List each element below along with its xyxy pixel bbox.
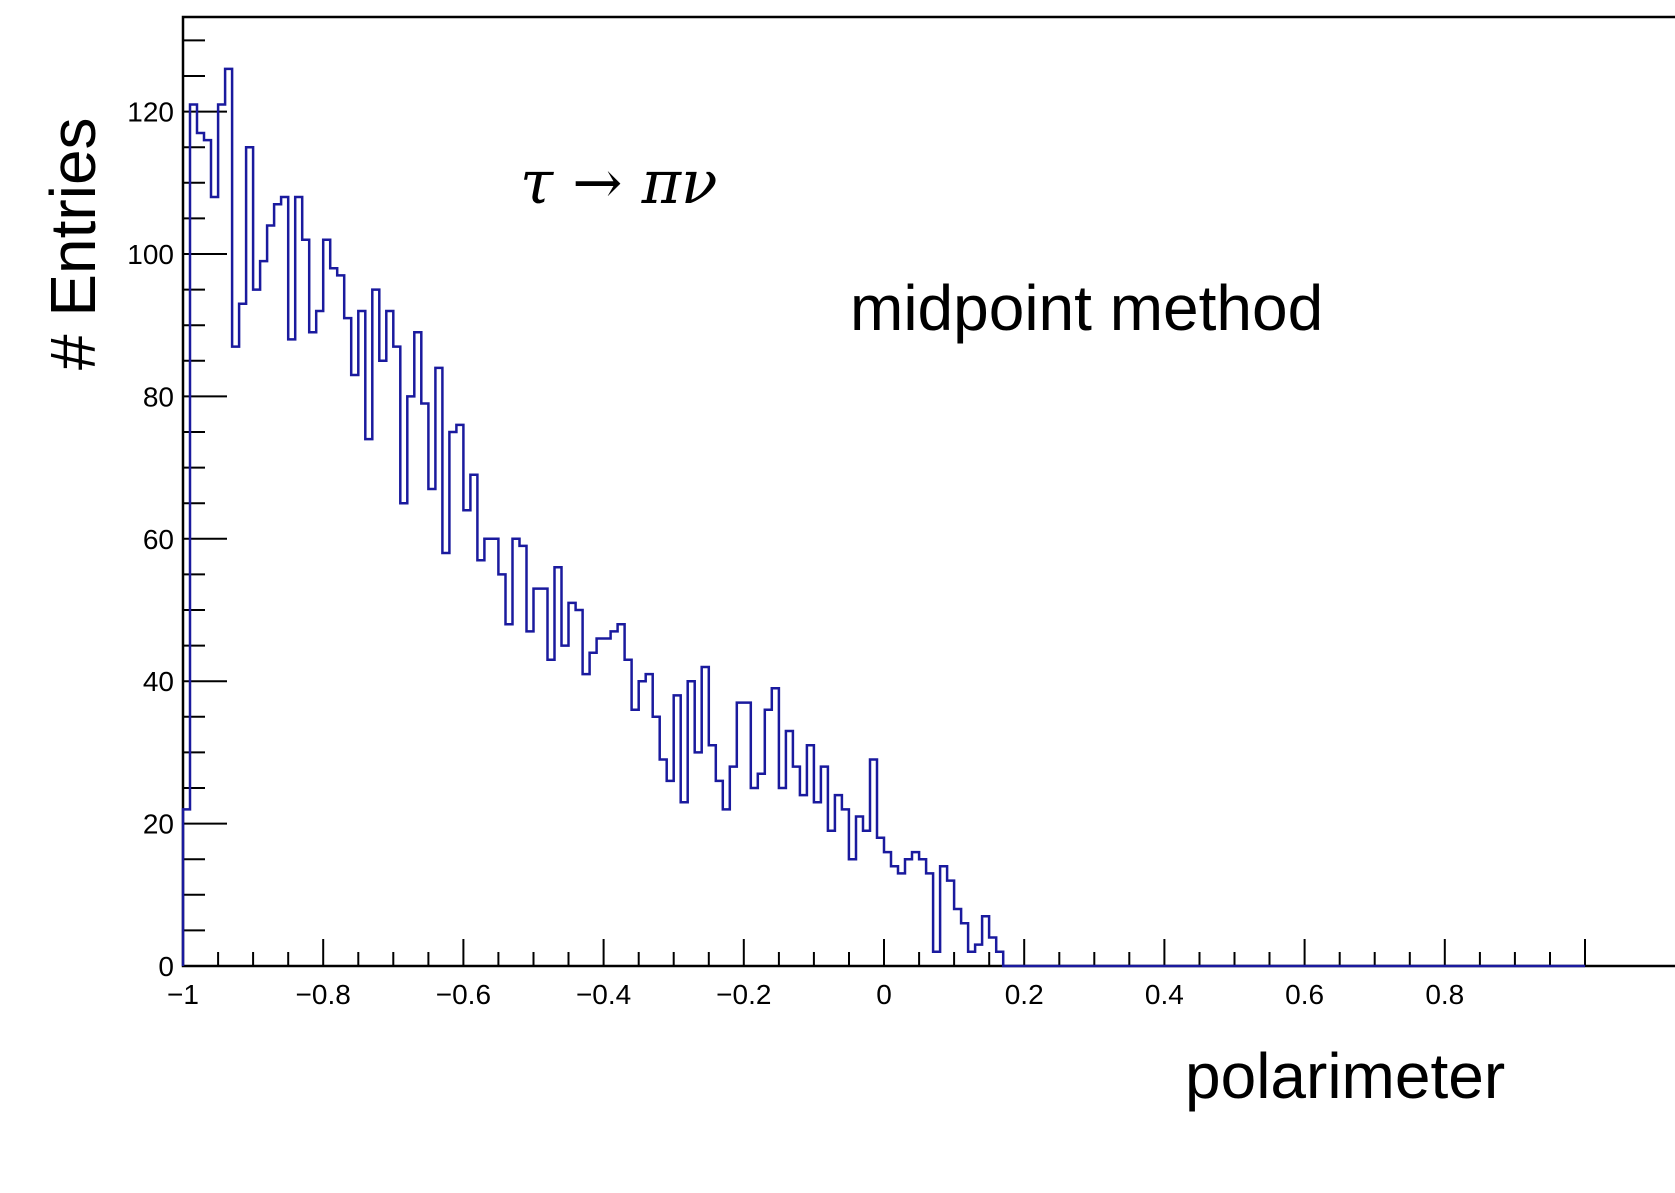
histogram-bin (905, 859, 912, 966)
histogram-bin (548, 660, 555, 966)
histogram-bin (323, 240, 330, 966)
y-tick-labels: 0 20 40 60 80 100 120 (127, 97, 174, 982)
histogram-bin (891, 866, 898, 966)
x-axis-ticks (182, 939, 1586, 966)
histogram-bin (211, 197, 218, 966)
histogram-step-line (181, 67, 1585, 968)
histogram-bin (793, 767, 800, 966)
plot-frame (181, 15, 1675, 968)
histogram-bin (260, 261, 267, 966)
histogram-bin (386, 311, 393, 966)
histogram-bin (344, 318, 351, 966)
annotation-method: midpoint method (850, 272, 1323, 344)
x-tick-label: 0.2 (1005, 979, 1044, 1010)
histogram-bin (232, 347, 239, 966)
x-tick-label: −0.6 (436, 979, 491, 1010)
y-tick-label: 20 (143, 809, 174, 840)
x-tick-label: 0.8 (1425, 979, 1464, 1010)
x-tick-label: −0.4 (576, 979, 631, 1010)
x-tick-label: −1 (167, 979, 199, 1010)
y-tick-label: 60 (143, 524, 174, 555)
y-axis-title: # Entries (37, 117, 109, 370)
histogram-bin (884, 852, 891, 966)
histogram-bin (912, 852, 919, 966)
histogram-bin (919, 859, 926, 966)
histogram-bin (316, 311, 323, 966)
x-tick-label: 0.4 (1145, 979, 1184, 1010)
x-tick-labels: −1 −0.8 −0.6 −0.4 −0.2 0 0.2 0.4 0.6 0.8 (167, 979, 1464, 1010)
histogram-bin (779, 788, 786, 966)
histogram-bin (288, 339, 295, 966)
histogram-bin (330, 268, 337, 966)
histogram-bin (604, 639, 611, 967)
y-tick-label: 100 (127, 239, 174, 270)
x-tick-label: 0 (876, 979, 892, 1010)
histogram-bin (365, 439, 372, 966)
histogram-bin (463, 510, 470, 966)
histogram-bin (400, 503, 407, 966)
histogram-bin (204, 140, 211, 966)
histogram-bin (632, 710, 639, 966)
histogram-bin (590, 653, 597, 966)
histogram-bin (898, 873, 905, 966)
histogram-bin (477, 560, 484, 966)
histogram-bin (723, 809, 730, 966)
histogram-bin (442, 553, 449, 966)
histogram-bin (933, 952, 940, 966)
histogram-bin (218, 105, 225, 967)
histogram-bin (484, 539, 491, 966)
histogram-bin (863, 831, 870, 966)
histogram-bin (527, 631, 534, 966)
histogram-bin (695, 752, 702, 966)
histogram-bin (197, 133, 204, 966)
histogram-bin (660, 760, 667, 967)
histogram-bin (379, 361, 386, 966)
y-tick-label: 0 (158, 951, 174, 982)
histogram-bin (968, 952, 975, 966)
histogram-bin (849, 859, 856, 966)
histogram-bin (302, 240, 309, 966)
histogram-bin (337, 275, 344, 966)
histogram-bin (751, 788, 758, 966)
histogram-bin (814, 802, 821, 966)
histogram-bin (758, 774, 765, 966)
histogram-bin (267, 226, 274, 967)
annotation-decay: τ → πν (520, 148, 718, 218)
histogram-bin (639, 681, 646, 966)
histogram-bin (498, 574, 505, 966)
histogram-bin (611, 631, 618, 966)
y-axis-ticks (183, 39, 227, 967)
histogram-bin (534, 589, 541, 966)
histogram-bin (428, 489, 435, 966)
histogram-bin (597, 639, 604, 967)
x-tick-label: 0.6 (1285, 979, 1324, 1010)
histogram-bin (618, 624, 625, 966)
histogram-bin (414, 332, 421, 966)
x-tick-label: −0.2 (716, 979, 771, 1010)
histogram-bin (877, 838, 884, 966)
histogram-bin (506, 624, 513, 966)
histogram-bin (569, 603, 576, 966)
y-tick-label: 80 (143, 381, 174, 412)
y-tick-label: 40 (143, 666, 174, 697)
histogram-bin (667, 781, 674, 966)
histogram-bin (309, 332, 316, 966)
histogram-bin (274, 204, 281, 966)
histogram-bin (253, 290, 260, 966)
histogram-bin (239, 304, 246, 966)
histogram-bin (681, 802, 688, 966)
histogram-bin (828, 831, 835, 966)
histogram-bin (491, 539, 498, 966)
x-axis-title: polarimeter (1185, 1040, 1505, 1112)
histogram-bin (351, 375, 358, 966)
y-tick-label: 120 (127, 97, 174, 128)
histogram-bin (800, 795, 807, 966)
histogram-bin (562, 646, 569, 966)
x-tick-label: −0.8 (296, 979, 351, 1010)
histogram-bin (583, 674, 590, 966)
